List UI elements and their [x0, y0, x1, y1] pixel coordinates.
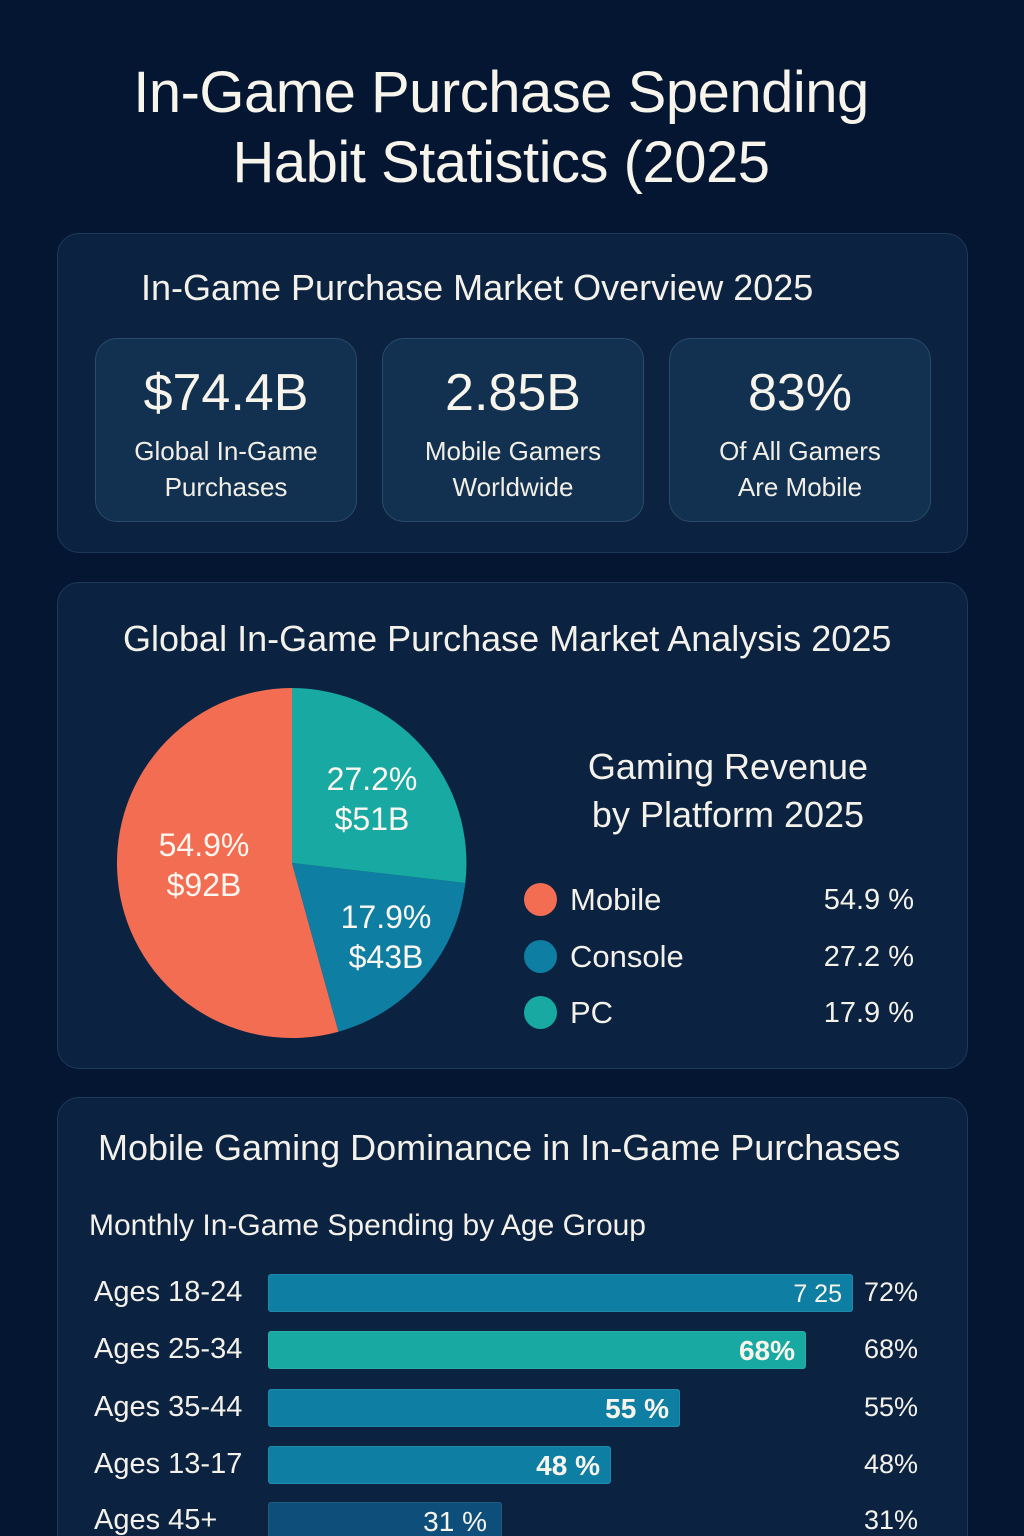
- bar-row-18-24: Ages 18-24 7 25 72%: [58, 1272, 969, 1312]
- pie-slice-mobile: [116, 688, 339, 1038]
- stat-value: 2.85B: [445, 364, 581, 422]
- stat-card-mobile-share: 83% Of All Gamers Are Mobile: [669, 338, 931, 522]
- stat-label: Of All Gamers Are Mobile: [719, 436, 881, 502]
- legend-dot-icon: [524, 883, 557, 916]
- overview-panel: In-Game Purchase Market Overview 2025 $7…: [57, 233, 968, 553]
- page-title-line2: Habit Statistics (2025: [232, 130, 770, 195]
- bar-row-13-17: Ages 13-17 48 % 48%: [58, 1444, 969, 1484]
- pie-label-mobile: 54.9% $92B: [158, 827, 250, 903]
- pie-svg: [116, 688, 467, 1038]
- age-chart-subtitle: Monthly In-Game Spending by Age Group: [89, 1209, 646, 1242]
- legend-item-pc: PC 17.9 %: [524, 993, 914, 1033]
- legend-item-console: Console 27.2 %: [524, 937, 914, 977]
- bar-fill: 7 25: [268, 1274, 853, 1312]
- market-analysis-title: Global In-Game Purchase Market Analysis …: [123, 618, 892, 659]
- stat-label: Mobile Gamers Worldwide: [424, 436, 602, 502]
- market-analysis-panel: Global In-Game Purchase Market Analysis …: [57, 582, 968, 1069]
- bar-row-35-44: Ages 35-44 55 % 55%: [58, 1387, 969, 1427]
- legend-dot-icon: [524, 996, 557, 1029]
- stat-value: $74.4B: [143, 364, 309, 422]
- pie-slice-pc: [292, 688, 467, 883]
- bar-fill: 55 %: [268, 1389, 680, 1427]
- stat-card-mobile-gamers: 2.85B Mobile Gamers Worldwide: [382, 338, 644, 522]
- mobile-dominance-panel: Mobile Gaming Dominance in In-Game Purch…: [57, 1097, 968, 1536]
- legend-item-mobile: Mobile 54.9 %: [524, 880, 914, 920]
- legend-title: Gaming Revenue by Platform 2025: [587, 746, 869, 835]
- overview-title: In-Game Purchase Market Overview 2025: [141, 267, 814, 308]
- mobile-dominance-title: Mobile Gaming Dominance in In-Game Purch…: [98, 1127, 901, 1168]
- pie-label-pc: 27.2% $51B: [326, 761, 418, 837]
- bar-row-25-34: Ages 25-34 68% 68%: [58, 1329, 969, 1369]
- pie-slice-console: [292, 863, 466, 1032]
- stat-value: 83%: [747, 364, 853, 422]
- legend-dot-icon: [524, 940, 557, 973]
- bar-row-45-plus: Ages 45+ 31 % 31%: [58, 1500, 969, 1536]
- bar-fill: 31 %: [268, 1502, 502, 1536]
- stat-card-global-purchases: $74.4B Global In-Game Purchases: [95, 338, 357, 522]
- bar-fill: 48 %: [268, 1446, 611, 1484]
- page-title: In-Game Purchase Spending Habit Statisti…: [0, 58, 1002, 198]
- pie-label-console: 17.9% $43B: [340, 899, 432, 975]
- platform-pie-chart: 54.9% $92B 27.2% $51B 17.9% $43B: [116, 687, 468, 1039]
- bar-fill: 68%: [268, 1331, 806, 1369]
- stat-label: Global In-Game Purchases: [134, 436, 318, 502]
- page-title-line1: In-Game Purchase Spending: [133, 60, 869, 125]
